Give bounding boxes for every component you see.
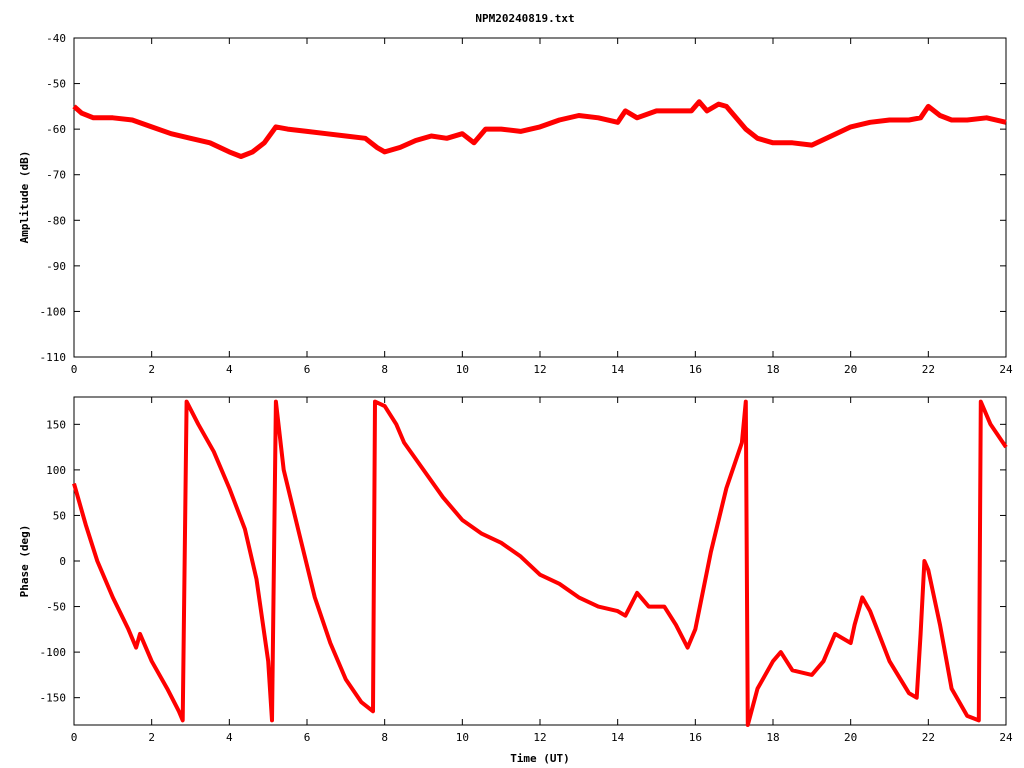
amplitude-y-tick-label: -100 <box>40 305 67 318</box>
phase-x-tick-label: 8 <box>381 731 388 744</box>
amplitude-x-tick-label: 12 <box>533 363 546 376</box>
phase-y-tick-label: -150 <box>40 692 67 705</box>
amplitude-x-tick-label: 8 <box>381 363 388 376</box>
amplitude-x-tick-label: 0 <box>71 363 78 376</box>
amplitude-x-tick-label: 2 <box>148 363 155 376</box>
chart-title: NPM20240819.txt <box>475 12 574 25</box>
amplitude-y-tick-label: -110 <box>40 351 67 364</box>
amplitude-y-axis-label: Amplitude (dB) <box>18 151 31 244</box>
amplitude-x-tick-label: 18 <box>766 363 779 376</box>
amplitude-x-tick-label: 6 <box>304 363 311 376</box>
phase-x-tick-label: 2 <box>148 731 155 744</box>
phase-x-tick-label: 12 <box>533 731 546 744</box>
amplitude-y-tick-label: -40 <box>46 32 66 45</box>
phase-x-tick-label: 6 <box>304 731 311 744</box>
phase-y-axis-label: Phase (deg) <box>18 525 31 598</box>
amplitude-ticks: 0 2 4 6 8 10 12 14 16 18 20 22 24-40-50-60-70-80-90-… <box>40 32 1013 376</box>
amplitude-x-tick-label: 24 <box>999 363 1013 376</box>
phase-x-tick-label: 0 <box>71 731 78 744</box>
phase-x-tick-label: 10 <box>456 731 469 744</box>
amplitude-x-tick-label: 4 <box>226 363 233 376</box>
phase-y-tick-label: 150 <box>46 418 66 431</box>
phase-y-tick-label: -100 <box>40 646 67 659</box>
phase-x-tick-label: 18 <box>766 731 779 744</box>
phase-x-tick-label: 20 <box>844 731 857 744</box>
phase-x-tick-label: 14 <box>611 731 625 744</box>
phase-x-tick-label: 22 <box>922 731 935 744</box>
amplitude-x-tick-label: 20 <box>844 363 857 376</box>
phase-series-line <box>72 399 1008 727</box>
phase-x-axis-label: Time (UT) <box>510 752 570 765</box>
amplitude-series-line <box>72 99 1007 159</box>
amplitude-panel: Amplitude (dB) 0 2 4 6 8 10 12 14 16 18 20 22 24-40-… <box>18 32 1013 376</box>
amplitude-series <box>72 99 1007 159</box>
amplitude-y-tick-label: -60 <box>46 123 66 136</box>
amplitude-y-tick-label: -90 <box>46 260 66 273</box>
amplitude-x-tick-label: 10 <box>456 363 469 376</box>
amplitude-x-tick-label: 22 <box>922 363 935 376</box>
amplitude-y-tick-label: -70 <box>46 169 66 182</box>
phase-y-tick-label: 50 <box>53 509 66 522</box>
phase-x-tick-label: 24 <box>999 731 1013 744</box>
phase-panel: Phase (deg) Time (UT) 0 2 4 6 8 10 12 14 16 18 20 2… <box>18 396 1013 765</box>
phase-y-tick-label: -50 <box>46 601 66 614</box>
phase-y-tick-label: 0 <box>59 555 66 568</box>
phase-series <box>72 399 1008 727</box>
amplitude-x-tick-label: 14 <box>611 363 625 376</box>
phase-y-tick-label: 100 <box>46 464 66 477</box>
amplitude-x-tick-label: 16 <box>689 363 702 376</box>
amplitude-y-tick-label: -80 <box>46 214 66 227</box>
phase-x-tick-label: 16 <box>689 731 702 744</box>
phase-ticks: 0 2 4 6 8 10 12 14 16 18 20 22 24150100500-50-100-15… <box>40 397 1013 744</box>
amplitude-y-tick-label: -50 <box>46 78 66 91</box>
phase-x-tick-label: 4 <box>226 731 233 744</box>
